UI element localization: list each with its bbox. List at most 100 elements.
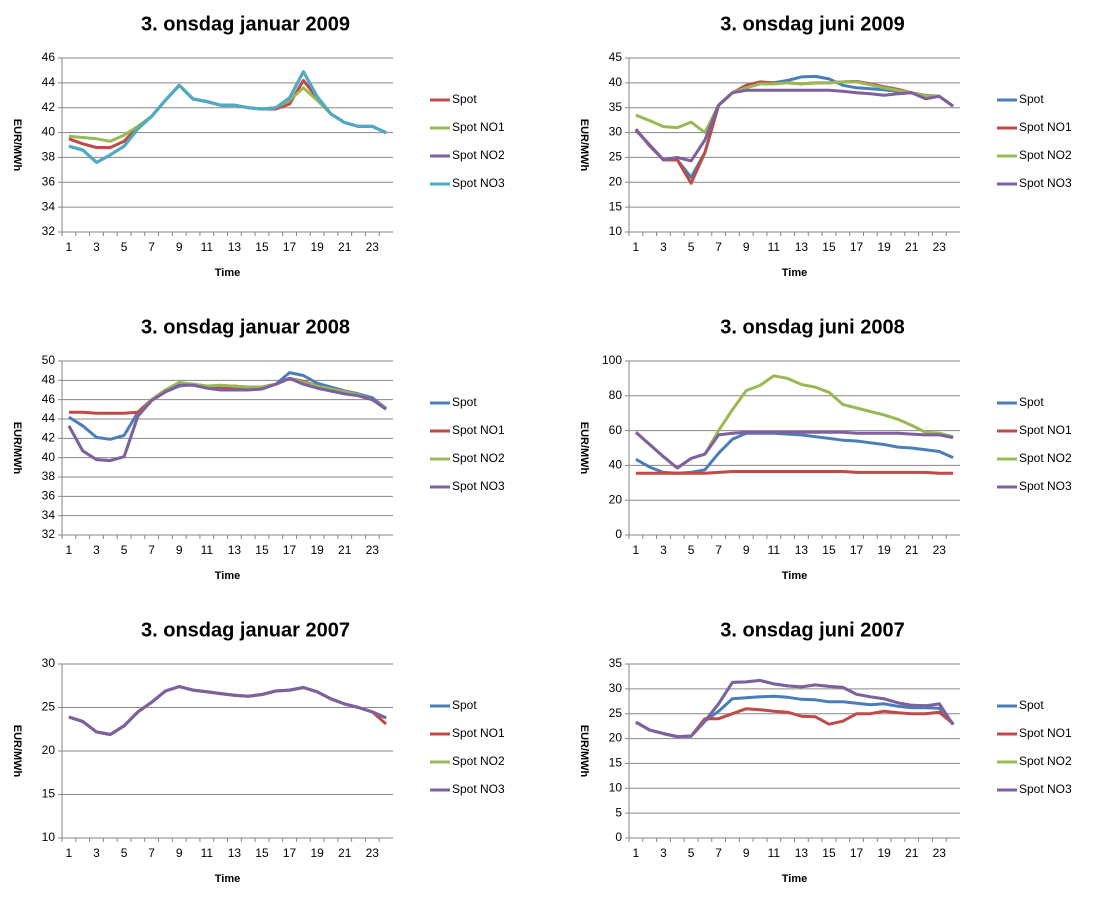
x-axis-title: Time xyxy=(215,570,240,582)
x-tick-label: 13 xyxy=(228,846,242,860)
legend-label: Spot NO3 xyxy=(1019,176,1072,190)
x-tick-label: 21 xyxy=(338,240,352,254)
x-tick-label: 23 xyxy=(366,240,380,254)
y-tick-label: 30 xyxy=(609,681,623,695)
series-line xyxy=(68,371,388,441)
x-tick-label: 15 xyxy=(255,846,269,860)
y-tick-label: 20 xyxy=(609,174,623,188)
y-tick-label: 32 xyxy=(42,224,56,238)
y-tick-label: 48 xyxy=(42,373,56,387)
x-tick-label: 17 xyxy=(283,543,297,557)
y-tick-label: 50 xyxy=(42,353,56,367)
x-tick-label: 19 xyxy=(877,846,891,860)
x-tick-label: 21 xyxy=(905,846,919,860)
x-tick-label: 19 xyxy=(310,240,324,254)
y-axis-title: EUR/MWh xyxy=(11,119,23,172)
x-tick-label: 19 xyxy=(310,846,324,860)
y-tick-label: 40 xyxy=(42,125,56,139)
x-tick-label: 21 xyxy=(338,543,352,557)
x-tick-label: 17 xyxy=(283,240,297,254)
x-tick-label: 23 xyxy=(933,543,947,557)
x-tick-label: 7 xyxy=(148,240,155,254)
y-tick-label: 35 xyxy=(609,100,623,114)
x-tick-label: 23 xyxy=(933,240,947,254)
legend-label: Spot NO1 xyxy=(1019,423,1072,437)
x-tick-label: 19 xyxy=(877,543,891,557)
x-tick-label: 13 xyxy=(228,543,242,557)
x-tick-label: 1 xyxy=(633,846,640,860)
x-tick-label: 23 xyxy=(933,846,947,860)
y-axis-title: EUR/MWh xyxy=(578,725,590,778)
x-tick-label: 7 xyxy=(715,846,722,860)
y-tick-label: 34 xyxy=(42,508,56,522)
x-tick-label: 5 xyxy=(688,240,695,254)
y-tick-label: 45 xyxy=(609,50,623,64)
legend-label: Spot NO2 xyxy=(1019,754,1072,768)
legend-label: Spot NO2 xyxy=(452,754,505,768)
legend-label: Spot NO3 xyxy=(452,479,505,493)
series-line xyxy=(634,430,954,470)
y-tick-label: 42 xyxy=(42,100,56,114)
series-line xyxy=(68,685,387,736)
legend-label: Spot NO3 xyxy=(1019,479,1072,493)
y-tick-label: 30 xyxy=(609,125,623,139)
x-tick-label: 9 xyxy=(176,543,183,557)
y-tick-label: 32 xyxy=(42,527,56,541)
x-tick-label: 15 xyxy=(822,846,836,860)
chart-title: 3. onsdag januar 2007 xyxy=(141,619,350,641)
legend-label: Spot xyxy=(1019,698,1044,712)
x-tick-label: 19 xyxy=(877,240,891,254)
legend-label: Spot NO1 xyxy=(1019,120,1072,134)
y-tick-label: 30 xyxy=(42,656,56,670)
x-tick-label: 13 xyxy=(795,240,809,254)
x-tick-label: 3 xyxy=(660,543,667,557)
legend-label: Spot xyxy=(1019,395,1044,409)
y-tick-label: 36 xyxy=(42,489,56,503)
legend-label: Spot NO2 xyxy=(452,451,505,465)
y-tick-label: 40 xyxy=(609,458,623,472)
x-tick-label: 21 xyxy=(905,543,919,557)
x-axis-title: Time xyxy=(215,267,240,279)
series-line xyxy=(634,374,954,470)
x-tick-label: 1 xyxy=(633,543,640,557)
x-tick-label: 21 xyxy=(905,240,919,254)
y-tick-label: 40 xyxy=(609,75,623,89)
x-tick-label: 19 xyxy=(310,543,324,557)
y-tick-label: 25 xyxy=(609,150,623,164)
series-line xyxy=(635,678,955,739)
x-tick-label: 13 xyxy=(228,240,242,254)
y-tick-label: 25 xyxy=(609,706,623,720)
chart-title: 3. onsdag januar 2009 xyxy=(141,13,350,35)
y-tick-label: 15 xyxy=(42,787,56,801)
series-line xyxy=(635,80,954,135)
y-tick-label: 10 xyxy=(609,780,623,794)
series-line xyxy=(635,470,954,475)
legend-label: Spot xyxy=(452,92,477,106)
y-axis-title: EUR/MWh xyxy=(578,422,590,475)
y-tick-label: 38 xyxy=(42,150,56,164)
y-tick-label: 5 xyxy=(615,805,622,819)
x-tick-label: 3 xyxy=(660,240,667,254)
x-tick-label: 7 xyxy=(715,543,722,557)
x-tick-label: 1 xyxy=(66,846,73,860)
y-tick-label: 20 xyxy=(42,743,56,757)
x-tick-label: 5 xyxy=(121,240,128,254)
legend-label: Spot NO3 xyxy=(1019,782,1072,796)
x-tick-label: 15 xyxy=(255,543,269,557)
legend-label: Spot NO2 xyxy=(1019,148,1072,162)
y-tick-label: 60 xyxy=(609,423,623,437)
x-tick-label: 23 xyxy=(366,543,380,557)
y-tick-label: 35 xyxy=(609,656,623,670)
y-tick-label: 38 xyxy=(42,469,56,483)
y-tick-label: 34 xyxy=(42,199,56,213)
y-tick-label: 25 xyxy=(42,700,56,714)
x-axis-title: Time xyxy=(215,873,240,885)
legend-label: Spot xyxy=(452,698,477,712)
x-axis-title: Time xyxy=(782,267,807,279)
y-axis-title: EUR/MWh xyxy=(11,725,23,778)
